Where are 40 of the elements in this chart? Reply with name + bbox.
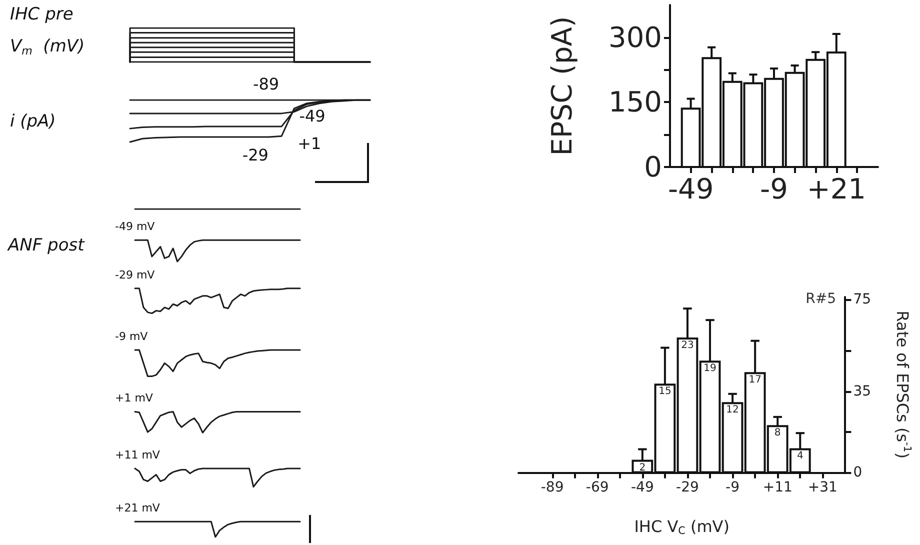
series-label: +11 mV: [115, 448, 160, 462]
x-tick-label: -29: [676, 479, 699, 496]
x-tick-label: -9: [760, 172, 788, 206]
x-tick-label: -49: [630, 479, 654, 496]
annotation: 15: [658, 386, 672, 398]
annotation: 2: [639, 462, 646, 474]
y2-axis-title: Rate of EPSCs (s-1): [893, 310, 913, 459]
series-label: -29 mV: [115, 268, 156, 282]
y-axis-title: EPSC (pA): [546, 16, 578, 156]
series-label: +1 mV: [115, 392, 154, 405]
x-tick-label: -9: [726, 479, 740, 496]
x-tick-label: +21: [806, 172, 866, 206]
annotation: 4: [796, 450, 804, 462]
y-tick-label: 0: [644, 150, 662, 184]
series-label: +1: [298, 134, 322, 153]
series-label: -49: [299, 106, 326, 126]
series-label: -9 mV: [115, 330, 148, 344]
x-tick-label: -49: [668, 172, 714, 206]
series-label: +21 mV: [115, 502, 160, 515]
annotation: 8: [774, 428, 781, 439]
x-tick-label: +31: [808, 479, 838, 496]
y-axis-title: ANF post: [7, 236, 86, 256]
x-tick-label: -89: [540, 479, 564, 496]
annotation: 17: [748, 374, 762, 386]
annotation: 23: [681, 340, 694, 352]
x-tick-label: -69: [586, 479, 609, 496]
annotation: 19: [704, 363, 716, 374]
series-label: -49 mV: [115, 220, 156, 234]
annotation: R#5: [806, 291, 836, 307]
x-tick-label: +11: [762, 479, 792, 496]
y2-tick-label: 75: [853, 291, 872, 308]
chart-title: IHC pre: [10, 4, 74, 24]
y-tick-label: 150: [608, 86, 662, 119]
y-tick-label: 300: [608, 20, 662, 54]
y2-tick-label: 35: [853, 384, 872, 400]
y2-tick-label: 0: [853, 464, 862, 480]
annotation: 12: [726, 404, 739, 416]
y-axis-title: i (pA): [10, 112, 56, 132]
series-label: -89: [252, 74, 280, 94]
series-label: -29: [242, 145, 268, 164]
